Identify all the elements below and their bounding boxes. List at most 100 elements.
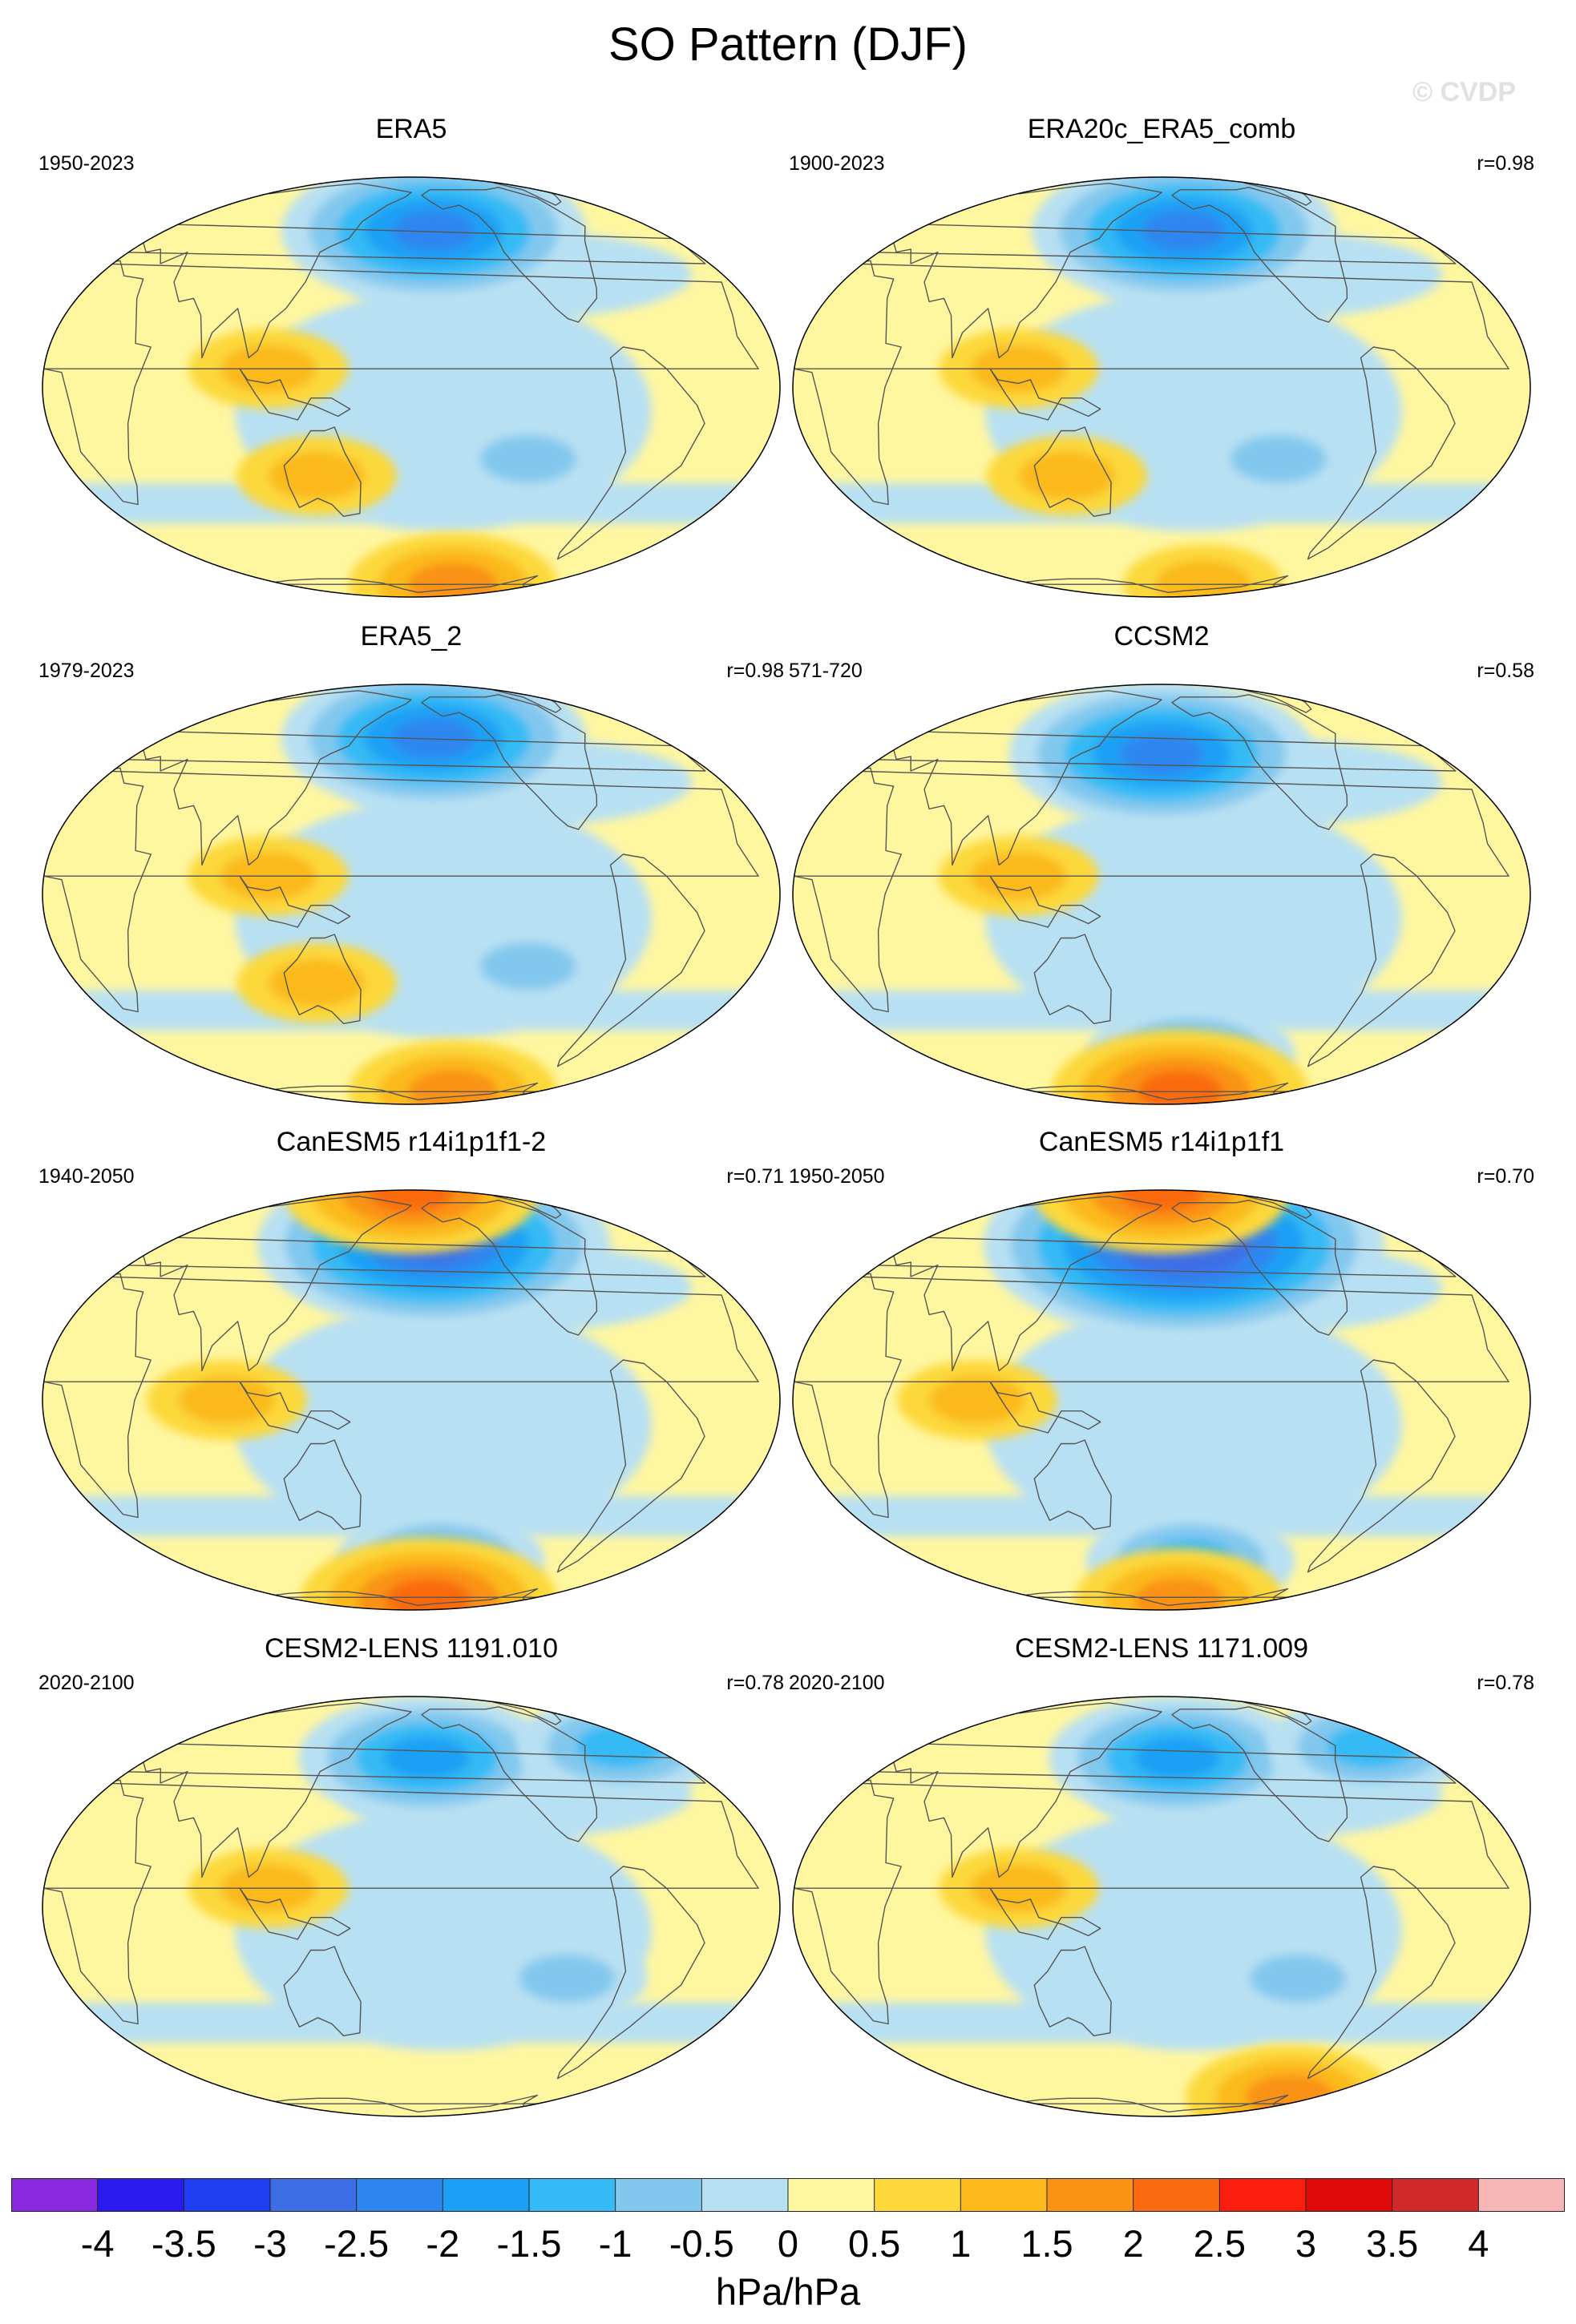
colorbar-tick-label: -2: [426, 2222, 460, 2265]
panel-correlation: r=0.78: [726, 1672, 784, 1694]
colorbar-swatch: [529, 2178, 616, 2212]
anomaly-feature: [897, 1360, 1057, 1440]
contour-level: [1245, 2075, 1335, 2116]
contour-level: [1018, 451, 1115, 500]
contour-level: [519, 1954, 616, 2003]
panel-correlation: r=0.78: [1477, 1672, 1534, 1694]
panel-title: CESM2-LENS 1191.010: [264, 1633, 558, 1664]
contour-level: [392, 718, 475, 759]
map-field: [792, 1696, 1531, 2117]
map-field: [42, 176, 781, 598]
anomaly-feature: [1218, 1938, 1379, 2019]
coastline-north-america: [421, 1200, 598, 1336]
colorbar-tick-label: 2: [1122, 2222, 1144, 2265]
map-border: [792, 684, 1531, 1105]
coastline-maritime: [239, 1887, 351, 1940]
panel-period: 2020-2100: [789, 1672, 885, 1694]
coastline-north-america: [421, 187, 598, 323]
anomaly-feature: [1198, 418, 1359, 499]
panel-title: ERA5_2: [360, 621, 463, 652]
anomaly-feature: [447, 418, 608, 499]
anomaly-feature: [236, 942, 397, 1023]
anomaly-feature: [1049, 1697, 1306, 1821]
panel-correlation: r=0.98: [726, 660, 784, 682]
coastline-eurasia: [863, 183, 1457, 359]
map-border: [792, 176, 1531, 598]
colorbar-swatch: [1306, 2178, 1393, 2212]
contour-level: [1120, 733, 1203, 774]
coastline-north-america: [1171, 187, 1348, 323]
colorbar-units: hPa/hPa: [715, 2270, 861, 2313]
contour-level: [179, 1376, 275, 1424]
panel-period: 1979-2023: [38, 660, 135, 682]
anomaly-feature: [487, 1938, 648, 2019]
map-panel: CESM2-LENS 1171.009 2020-2100 r=0.78: [789, 1633, 1534, 2117]
panel-period: 571-720: [789, 660, 863, 682]
colorbar-swatch: [1392, 2178, 1479, 2212]
map-border: [792, 1696, 1531, 2117]
contour-level: [384, 1737, 470, 1779]
colorbar-tick-label: -4: [80, 2222, 115, 2265]
southern-ocean-band: [42, 2003, 780, 2043]
map-field: [42, 1696, 781, 2117]
colorbar-swatch: [97, 2178, 184, 2212]
colorbar-tick-label: -1: [598, 2222, 632, 2265]
coastline-australia: [283, 1946, 362, 2036]
contour-level: [1250, 1954, 1347, 2003]
coastline-north-america: [421, 694, 598, 830]
panel-period: 2020-2100: [38, 1672, 135, 1694]
pacific-negative-region: [235, 1304, 652, 1544]
map-field: [792, 176, 1531, 598]
map-field: [792, 1189, 1531, 1611]
panel-title: ERA20c_ERA5_comb: [1027, 114, 1296, 144]
colorbar-tick-label: -0.5: [669, 2222, 734, 2265]
coastline-eurasia: [112, 1196, 706, 1372]
coastline-maritime: [989, 368, 1101, 421]
colorbar-swatch: [701, 2178, 789, 2212]
panel-title: ERA5: [375, 114, 447, 144]
colorbar-swatch: [1047, 2178, 1134, 2212]
coastline-eurasia: [863, 690, 1457, 866]
contour-level: [268, 958, 365, 1007]
coastline-north-america: [421, 1706, 598, 1842]
anomaly-feature: [447, 926, 608, 1007]
contour-level: [1134, 1737, 1220, 1779]
contour-level: [386, 1579, 472, 1610]
colorbar-swatch: [960, 2178, 1048, 2212]
southern-ocean-band: [793, 483, 1530, 523]
anomaly-feature: [281, 684, 586, 813]
coastline-north-america: [1171, 1706, 1348, 1842]
coastline-north-america: [1171, 1200, 1348, 1336]
contour-level: [479, 942, 576, 991]
contour-level: [392, 211, 475, 252]
panel-title: CanESM5 r14i1p1f1: [1038, 1127, 1285, 1157]
colorbar-tick-label: -3: [253, 2222, 287, 2265]
map-field: [42, 1189, 781, 1611]
coastline-eurasia: [112, 1702, 706, 1878]
coastline-africa: [42, 1273, 759, 1519]
coastline-australia: [1033, 1946, 1112, 2036]
anomaly-feature: [1074, 1548, 1283, 1610]
colorbar-tick-label: 1.5: [1020, 2222, 1073, 2265]
panel-correlation: r=0.71: [726, 1165, 784, 1188]
coastline-north-america: [1171, 694, 1348, 830]
map-border: [42, 176, 781, 598]
contour-level: [1327, 1723, 1416, 1768]
coastline-africa: [42, 767, 759, 1013]
colorbar-tick-label: 4: [1468, 2222, 1489, 2265]
coastline-australia: [1033, 934, 1112, 1024]
coastline-australia: [283, 1439, 362, 1530]
coastline-maritime: [239, 368, 351, 421]
coastline-africa: [793, 1779, 1509, 2025]
coastline-maritime: [239, 1381, 351, 1434]
coastline-africa: [793, 767, 1509, 1013]
anomaly-feature: [1031, 177, 1336, 305]
watermark: © CVDP: [1412, 77, 1516, 107]
colorbar-tick-label: 3: [1295, 2222, 1317, 2265]
colorbar-swatch: [874, 2178, 961, 2212]
map-panel: ERA20c_ERA5_comb 1900-2023 r=0.98: [789, 114, 1534, 598]
southern-ocean-band: [42, 483, 780, 523]
anomaly-feature: [298, 1697, 556, 1821]
coastline-australia: [1033, 1439, 1112, 1530]
colorbar-tick-label: -1.5: [496, 2222, 562, 2265]
